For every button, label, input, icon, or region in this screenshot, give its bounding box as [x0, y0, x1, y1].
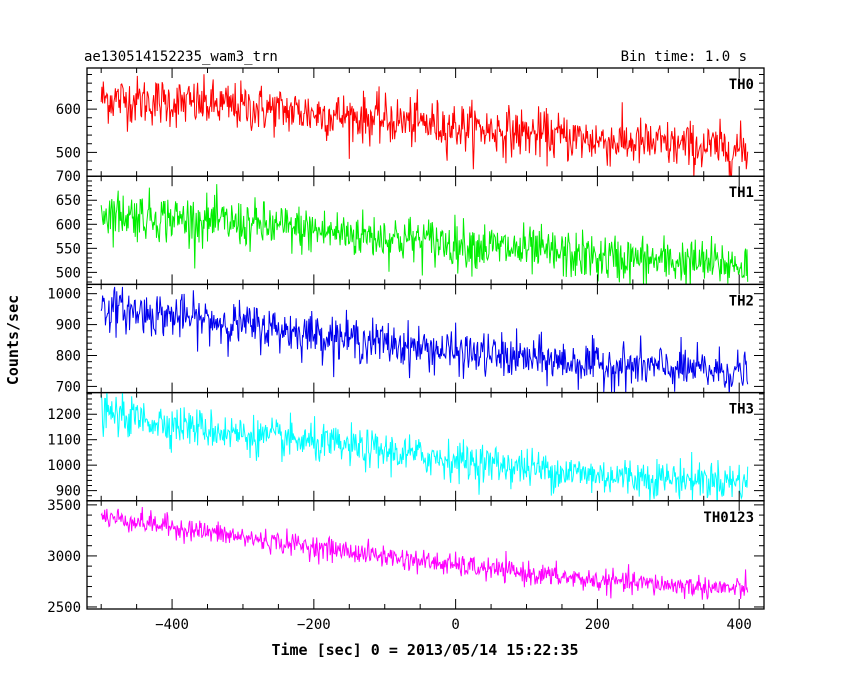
series-line-th0 — [100, 74, 749, 177]
y-tick-label: 500 — [56, 145, 81, 161]
x-axis-title: Time [sec] 0 = 2013/05/14 15:22:35 — [271, 641, 578, 659]
x-tick-label: −400 — [155, 617, 189, 633]
panel-label: TH0123 — [703, 510, 754, 526]
panel-frame — [86, 391, 765, 502]
series-line-th3 — [100, 392, 749, 501]
y-tick-label: 900 — [56, 484, 81, 500]
y-axis-title: Counts/sec — [4, 295, 22, 385]
y-tick-label: 1200 — [47, 407, 81, 423]
y-tick-label: 650 — [56, 193, 81, 209]
y-tick-label: 500 — [56, 265, 81, 281]
panel-label: TH1 — [729, 185, 754, 201]
series-line-th2 — [100, 286, 749, 393]
x-tick-label: 0 — [451, 617, 459, 633]
x-tick-label: 200 — [585, 617, 610, 633]
y-tick-label: 700 — [56, 169, 81, 185]
y-tick-label: 1000 — [47, 287, 81, 303]
panel-label: TH0 — [729, 77, 754, 93]
y-tick-label: 3000 — [47, 549, 81, 565]
panel-frame — [86, 500, 765, 610]
y-tick-label: 1000 — [47, 458, 81, 474]
y-tick-label: 900 — [56, 318, 81, 334]
panel-label: TH2 — [729, 293, 754, 309]
panels: 500 600 TH0 500 550 600 650 700 TH1 700 800 900 1000… — [47, 67, 765, 633]
panel-th0123: 2500 3000 3500 TH0123 — [47, 498, 765, 616]
x-tick-label: −200 — [297, 617, 331, 633]
panel-label: TH3 — [729, 402, 754, 418]
panel-frame — [86, 283, 765, 394]
y-tick-label: 550 — [56, 241, 81, 257]
y-tick-label: 1100 — [47, 433, 81, 449]
y-tick-label: 2500 — [47, 600, 81, 616]
chart-title: ae130514152235_wam3_trn — [84, 49, 278, 65]
panel-th1: 500 550 600 650 700 TH1 — [56, 169, 765, 286]
y-tick-label: 600 — [56, 102, 81, 118]
y-tick-label: 3500 — [47, 498, 81, 514]
bin-time-label: Bin time: 1.0 s — [621, 49, 747, 65]
y-tick-label: 800 — [56, 349, 81, 365]
panel-th0: 500 600 TH0 — [56, 67, 765, 177]
series-line-th0123 — [100, 506, 749, 600]
series-line-th1 — [100, 184, 749, 285]
x-tick-label: 400 — [727, 617, 752, 633]
panel-th2: 700 800 900 1000 TH2 — [47, 283, 765, 395]
y-tick-label: 600 — [56, 217, 81, 233]
panel-th3: 900 1000 1100 1200 TH3 — [47, 391, 765, 502]
y-tick-label: 700 — [56, 379, 81, 395]
